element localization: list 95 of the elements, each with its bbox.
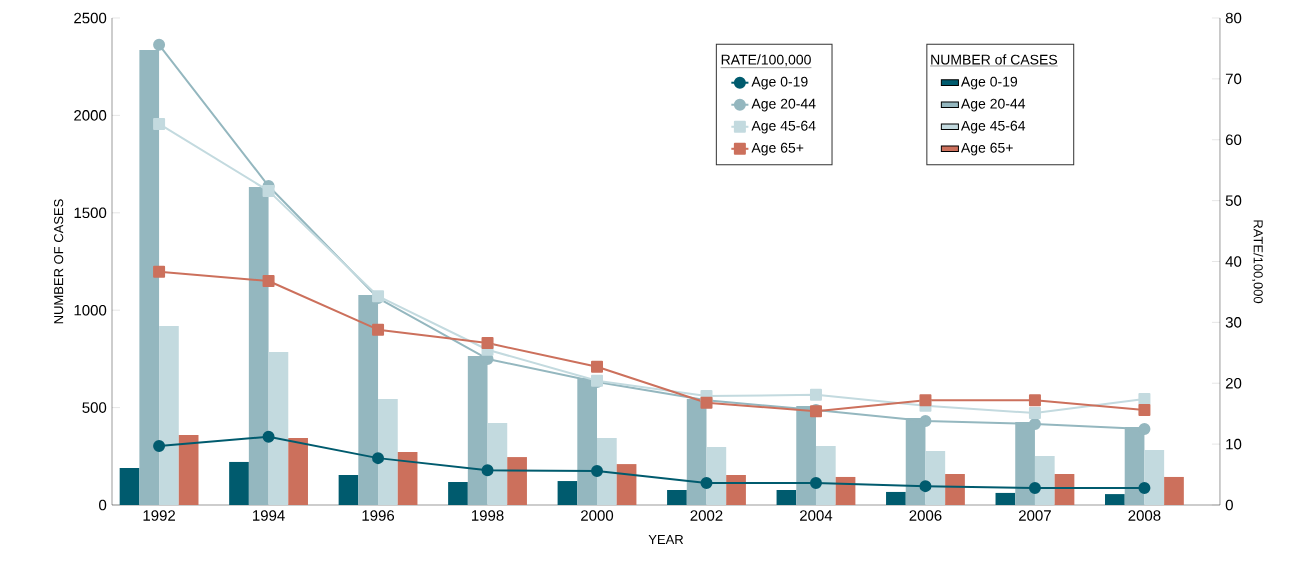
point (919, 480, 932, 493)
point (1028, 418, 1041, 431)
point (919, 414, 932, 427)
x-tick-label: 2006 (909, 510, 942, 521)
bar (616, 464, 637, 505)
bar (597, 437, 617, 505)
bar (995, 492, 1016, 505)
annotation: NUMBER of CASES (931, 54, 1058, 65)
point (1138, 404, 1151, 417)
bar (448, 482, 468, 505)
point (809, 477, 822, 490)
legend-label: Age 45-64 (960, 120, 1026, 134)
bar (706, 446, 727, 505)
point (1138, 393, 1151, 406)
point (1028, 394, 1041, 407)
x-tick-label: 1994 (253, 510, 285, 521)
y2-tick-label: 0 (1225, 499, 1233, 511)
legend-label: Age 0-19 (960, 76, 1018, 90)
point (262, 430, 275, 443)
bar (1164, 476, 1184, 505)
point (809, 388, 822, 401)
y-tick-label: 0 (99, 499, 107, 511)
y2-axis-title: RATE/100,000 (1252, 220, 1264, 304)
bar (945, 474, 965, 505)
point (591, 464, 604, 477)
point (372, 323, 385, 336)
point (262, 274, 275, 287)
y2-tick-label: 20 (1225, 377, 1242, 389)
legend-label: Age 65+ (751, 142, 804, 156)
bar (378, 399, 398, 505)
point (1138, 481, 1151, 494)
y2-tick-label: 80 (1225, 12, 1242, 24)
bar (178, 435, 199, 505)
x-tick-label: 1996 (362, 510, 395, 521)
legend-label: Age 20-44 (751, 98, 816, 112)
bar (925, 451, 946, 505)
x-tick-label: 1998 (471, 510, 504, 521)
y2-tick-label: 30 (1225, 317, 1242, 328)
legend-label: Age 20-44 (960, 98, 1026, 112)
x-tick-label: 1992 (143, 510, 176, 521)
x-tick-label: 2004 (800, 510, 833, 521)
legend-label: Age 65+ (960, 142, 1013, 156)
bar (159, 325, 179, 505)
bar (397, 452, 418, 505)
point (153, 439, 166, 452)
point (591, 360, 604, 373)
legend-label: Age 0-19 (751, 76, 808, 90)
y-tick-label: 1500 (74, 207, 107, 219)
point (153, 38, 166, 51)
bar (358, 295, 379, 505)
bar (487, 422, 508, 505)
y-axis-title: NUMBER OF CASES (54, 199, 64, 324)
y-tick-label: 2000 (74, 110, 107, 121)
bar (886, 491, 906, 505)
point (262, 184, 275, 197)
point (153, 117, 166, 130)
x-tick-label: 2000 (581, 510, 614, 521)
y2-tick-label: 50 (1225, 195, 1242, 206)
bar (1105, 494, 1125, 505)
y2-tick-label: 40 (1225, 256, 1242, 267)
bar (776, 490, 797, 505)
x-tick-label: 2008 (1128, 510, 1161, 521)
bar (1144, 450, 1165, 505)
bar (726, 475, 746, 505)
y2-tick-label: 60 (1225, 134, 1242, 146)
bar (1034, 455, 1055, 505)
bar (119, 467, 140, 505)
bar (288, 437, 308, 505)
point (1028, 407, 1041, 420)
y2-tick-label: 70 (1225, 73, 1242, 85)
point (919, 394, 932, 407)
annotation: RATE/100,000 (721, 54, 811, 67)
bar (268, 352, 289, 505)
bar (338, 475, 359, 505)
point (700, 477, 713, 490)
bar (1054, 474, 1075, 505)
point (153, 265, 166, 278)
x-tick-label: 2007 (1019, 510, 1051, 521)
x-tick-label: 2002 (690, 510, 723, 521)
y2-tick-label: 10 (1226, 438, 1242, 450)
bar (667, 490, 687, 505)
bar (815, 445, 836, 505)
point (481, 464, 494, 477)
point (372, 452, 385, 465)
x-axis-title: YEAR (648, 535, 684, 544)
point (1138, 422, 1151, 435)
point (1028, 481, 1041, 494)
y-tick-label: 1000 (74, 304, 107, 316)
point (481, 337, 494, 350)
bar (507, 457, 527, 505)
bar (229, 461, 249, 505)
y-tick-label: 500 (82, 402, 107, 413)
y-tick-label: 2500 (74, 12, 107, 24)
bar (557, 481, 578, 505)
legend-label: Age 45-64 (751, 120, 816, 134)
